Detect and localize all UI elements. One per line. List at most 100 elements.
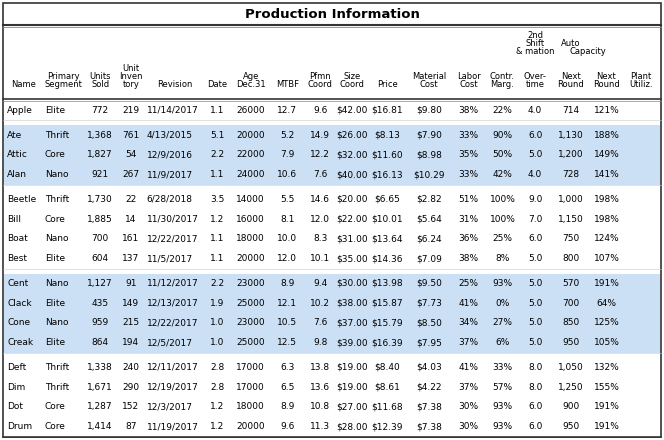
Text: 1,414: 1,414: [88, 422, 113, 431]
Text: Core: Core: [44, 422, 66, 431]
Text: $22.00: $22.00: [336, 215, 367, 224]
Text: 132%: 132%: [594, 363, 620, 372]
Text: 1,287: 1,287: [87, 402, 113, 411]
Text: Boat: Boat: [7, 235, 28, 243]
Text: 14.6: 14.6: [310, 195, 330, 204]
Text: 5.0: 5.0: [528, 319, 542, 327]
Text: 11/9/2017: 11/9/2017: [147, 170, 193, 179]
Text: 191%: 191%: [594, 422, 620, 431]
Text: 27%: 27%: [493, 319, 513, 327]
Text: 11/30/2017: 11/30/2017: [147, 215, 199, 224]
Text: $5.64: $5.64: [416, 215, 442, 224]
Bar: [4, 417, 660, 436]
Text: 2.8: 2.8: [210, 363, 224, 372]
Text: & mation: & mation: [516, 47, 554, 56]
Text: 10.2: 10.2: [310, 299, 330, 308]
Text: 959: 959: [92, 319, 109, 327]
Text: 17000: 17000: [236, 383, 265, 392]
Text: 8%: 8%: [495, 254, 510, 263]
Text: Coord: Coord: [339, 80, 365, 89]
Text: 11/5/2017: 11/5/2017: [147, 254, 193, 263]
Text: $32.00: $32.00: [336, 150, 368, 159]
Text: 9.6: 9.6: [313, 106, 327, 115]
Text: $8.61: $8.61: [374, 383, 400, 392]
Text: 8.9: 8.9: [280, 279, 295, 288]
Text: $6.24: $6.24: [416, 235, 442, 243]
Bar: [4, 249, 660, 268]
Bar: [4, 377, 660, 397]
Text: 36%: 36%: [459, 235, 479, 243]
Text: $4.03: $4.03: [416, 363, 442, 372]
Text: 12/22/2017: 12/22/2017: [147, 319, 199, 327]
Bar: [4, 165, 660, 184]
Text: 1.1: 1.1: [210, 235, 224, 243]
Text: Alan: Alan: [7, 170, 27, 179]
Text: 11/14/2017: 11/14/2017: [147, 106, 199, 115]
Text: $28.00: $28.00: [336, 422, 368, 431]
Text: $7.73: $7.73: [416, 299, 442, 308]
Text: 17000: 17000: [236, 363, 265, 372]
Text: 864: 864: [92, 338, 109, 347]
Text: 9.0: 9.0: [528, 195, 542, 204]
Text: $19.00: $19.00: [336, 383, 368, 392]
Text: 87: 87: [125, 422, 137, 431]
Text: 5.2: 5.2: [280, 131, 295, 139]
Text: 33%: 33%: [493, 363, 513, 372]
Text: 1.2: 1.2: [210, 402, 224, 411]
Text: 2.8: 2.8: [210, 383, 224, 392]
Text: 12/19/2017: 12/19/2017: [147, 383, 199, 392]
Text: 1,150: 1,150: [558, 215, 584, 224]
Text: 1.1: 1.1: [210, 106, 224, 115]
Text: 198%: 198%: [594, 215, 620, 224]
Text: $10.01: $10.01: [372, 215, 403, 224]
Text: 5.0: 5.0: [528, 150, 542, 159]
Text: $7.95: $7.95: [416, 338, 442, 347]
Text: 22000: 22000: [236, 150, 265, 159]
Text: 1,338: 1,338: [87, 363, 113, 372]
Text: 4.0: 4.0: [528, 106, 542, 115]
Text: 570: 570: [562, 279, 580, 288]
Text: 14000: 14000: [236, 195, 265, 204]
Text: 194: 194: [122, 338, 139, 347]
Text: 950: 950: [562, 338, 580, 347]
Text: Thrift: Thrift: [44, 195, 69, 204]
Text: 6.0: 6.0: [528, 402, 542, 411]
Text: 22%: 22%: [493, 106, 513, 115]
Text: 25000: 25000: [236, 299, 265, 308]
Text: 35%: 35%: [459, 150, 479, 159]
Bar: [4, 357, 660, 377]
Text: 1,368: 1,368: [87, 131, 113, 139]
Text: $20.00: $20.00: [336, 195, 368, 204]
Text: Elite: Elite: [44, 299, 65, 308]
Text: $7.38: $7.38: [416, 422, 442, 431]
Text: $9.50: $9.50: [416, 279, 442, 288]
Text: 125%: 125%: [594, 319, 620, 327]
Text: 30%: 30%: [459, 422, 479, 431]
Text: $16.81: $16.81: [372, 106, 403, 115]
Text: Nano: Nano: [44, 319, 68, 327]
Text: 5.5: 5.5: [280, 195, 295, 204]
Text: 1,827: 1,827: [87, 150, 113, 159]
Text: Primary: Primary: [47, 72, 80, 81]
Text: 23000: 23000: [236, 279, 265, 288]
Text: 33%: 33%: [459, 170, 479, 179]
Text: Ate: Ate: [7, 131, 23, 139]
Text: 7.9: 7.9: [280, 150, 295, 159]
Text: 41%: 41%: [459, 363, 479, 372]
Bar: [4, 274, 660, 293]
Text: $8.98: $8.98: [416, 150, 442, 159]
Text: 12.5: 12.5: [278, 338, 297, 347]
Text: Beetle: Beetle: [7, 195, 37, 204]
Text: 107%: 107%: [594, 254, 620, 263]
Text: $8.50: $8.50: [416, 319, 442, 327]
Text: $15.79: $15.79: [372, 319, 403, 327]
Text: 25%: 25%: [459, 279, 479, 288]
Text: Date: Date: [207, 80, 227, 89]
Text: 3.5: 3.5: [210, 195, 224, 204]
Text: 10.6: 10.6: [278, 170, 297, 179]
Text: 33%: 33%: [459, 131, 479, 139]
Text: 10.0: 10.0: [278, 235, 297, 243]
Text: $40.00: $40.00: [336, 170, 368, 179]
Text: Cone: Cone: [7, 319, 30, 327]
Text: 10.8: 10.8: [310, 402, 330, 411]
